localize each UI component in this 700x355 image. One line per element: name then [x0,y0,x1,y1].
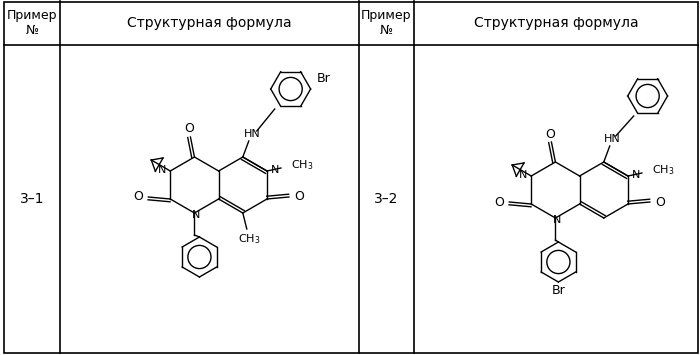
Text: O: O [494,196,504,208]
Text: HN: HN [604,134,621,144]
Text: Пример
№: Пример № [361,9,412,37]
Text: N: N [519,170,527,180]
Text: N: N [271,165,279,175]
Text: O: O [134,191,143,203]
Text: N: N [193,210,201,220]
Text: 3–1: 3–1 [20,192,44,206]
Text: Структурная формула: Структурная формула [127,16,292,30]
Text: N: N [631,170,640,180]
Text: Пример
№: Пример № [7,9,57,37]
Text: Br: Br [552,284,566,296]
Text: Br: Br [316,72,330,86]
Text: HN: HN [244,129,260,139]
Text: O: O [655,196,665,208]
Text: Структурная формула: Структурная формула [474,16,638,30]
Text: O: O [294,191,304,203]
Text: N: N [158,165,167,175]
Text: O: O [545,127,555,141]
Text: 3–2: 3–2 [374,192,398,206]
Text: CH$_3$: CH$_3$ [652,163,674,177]
Text: N: N [553,215,561,225]
Text: CH$_3$: CH$_3$ [237,232,260,246]
Text: CH$_3$: CH$_3$ [291,158,314,172]
Text: O: O [185,122,195,136]
